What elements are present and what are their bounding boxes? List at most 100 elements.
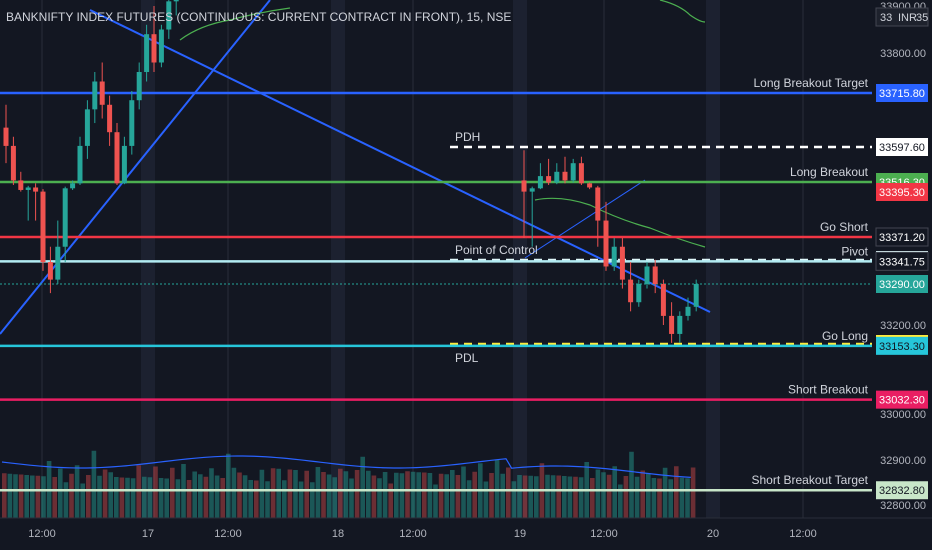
level-label: PDH — [455, 130, 480, 144]
price-badge — [876, 84, 928, 102]
volume-bar — [388, 483, 393, 518]
volume-bar — [293, 470, 298, 518]
session-band — [141, 0, 155, 518]
volume-bar — [153, 466, 158, 518]
price-badge — [876, 336, 928, 355]
volume-bar — [192, 471, 197, 518]
volume-bar — [349, 478, 354, 518]
volume-bar — [136, 465, 141, 518]
volume-bar — [657, 478, 662, 518]
volume-bar — [595, 469, 601, 518]
volume-bar — [270, 468, 276, 518]
price-badge — [875, 251, 929, 271]
volume-bar — [354, 470, 360, 518]
candle-body — [158, 29, 164, 63]
volume-bar — [433, 484, 438, 518]
price-badge — [876, 275, 928, 293]
price-badge — [876, 481, 928, 500]
candle-body — [129, 100, 135, 146]
volume-bar — [662, 467, 668, 518]
volume-bar — [489, 473, 494, 518]
price-badge-fragment: 35 — [916, 12, 928, 24]
candle-body — [121, 145, 127, 184]
volume-bar — [315, 467, 321, 518]
volume-bar — [573, 476, 578, 518]
candle-body — [25, 187, 31, 190]
level-label: Short Breakout — [788, 383, 869, 397]
volume-bar — [321, 472, 326, 518]
time-tick-label: 12:00 — [590, 528, 618, 540]
volume-bar — [422, 472, 427, 518]
price-badge-text: 33290.00 — [879, 279, 925, 291]
rising-trendline — [0, 0, 271, 335]
price-badge — [876, 390, 928, 409]
volume-bar — [550, 475, 556, 518]
candle-body — [603, 220, 609, 267]
volume-bar — [427, 473, 433, 518]
candle-body — [33, 187, 39, 192]
volume-bar — [528, 475, 533, 518]
volume-bar — [517, 475, 522, 518]
candle-body — [173, 0, 179, 2]
price-tick-label: 32900.00 — [880, 455, 926, 467]
volume-bar — [500, 473, 505, 518]
price-badge-text: 33153.30 — [879, 341, 925, 353]
time-axis[interactable]: 12:00 17 12:00 18 12:00 19 12:00 20 12:00 — [0, 517, 932, 550]
volume-bar — [80, 483, 85, 518]
volume-bar — [52, 477, 57, 518]
moving-average-line — [534, 197, 706, 248]
volume-bar — [455, 475, 461, 518]
volume-bar — [74, 465, 80, 518]
volume-bar — [18, 474, 24, 518]
volume-bar — [114, 477, 119, 518]
price-axis[interactable]: 33900.0033800.0033200.0033000.0032900.00… — [872, 0, 932, 518]
level-label: Go Long — [822, 329, 868, 343]
volume-bar — [494, 459, 500, 518]
volume-bar — [175, 479, 181, 518]
candle-body — [521, 180, 527, 192]
session-separators — [141, 0, 720, 518]
volume-bar — [444, 474, 449, 518]
candle-body — [611, 246, 617, 267]
candle-body — [652, 266, 658, 284]
volume-bar — [629, 451, 634, 518]
volume-bar — [2, 473, 7, 518]
candle-body — [595, 187, 601, 221]
volume-bar — [304, 470, 309, 518]
price-badge-text: 32832.80 — [879, 485, 925, 497]
chart-title: BANKNIFTY INDEX FUTURES (CONTINUOUS: CUR… — [6, 10, 512, 24]
price-tick-label: 33000.00 — [880, 409, 926, 421]
volume-bar — [612, 466, 617, 518]
volume-bar — [567, 476, 573, 518]
volume-bar — [186, 480, 192, 518]
level-label: Point of Control — [455, 243, 538, 257]
volume-bar — [220, 478, 225, 518]
volume-bar — [399, 473, 405, 518]
session-band — [706, 0, 720, 518]
volume-bar — [674, 466, 679, 518]
volume-bar — [24, 475, 29, 518]
level-label: Go Short — [820, 220, 869, 234]
volume-bar — [254, 480, 259, 518]
volume-bar — [125, 477, 130, 518]
volume-bar — [394, 472, 399, 518]
volume-bar — [618, 484, 623, 518]
volume-bar — [366, 470, 371, 518]
volume-bar — [338, 468, 343, 518]
volume-bar — [91, 450, 97, 518]
price-tick-label: 32800.00 — [880, 500, 926, 512]
candle-body — [693, 284, 699, 307]
volume-bar — [242, 475, 248, 518]
volume-bar — [556, 475, 561, 518]
volume-bar — [310, 482, 315, 518]
volume-bar — [209, 468, 214, 518]
volume-bar — [382, 472, 388, 518]
volume-bar — [41, 476, 46, 518]
volume-bar — [679, 477, 685, 518]
candle-body — [84, 109, 90, 146]
volume-bar — [102, 469, 108, 518]
time-tick-label: 12:00 — [28, 528, 56, 540]
volume-bar — [259, 469, 265, 518]
volume-bar — [86, 475, 91, 518]
